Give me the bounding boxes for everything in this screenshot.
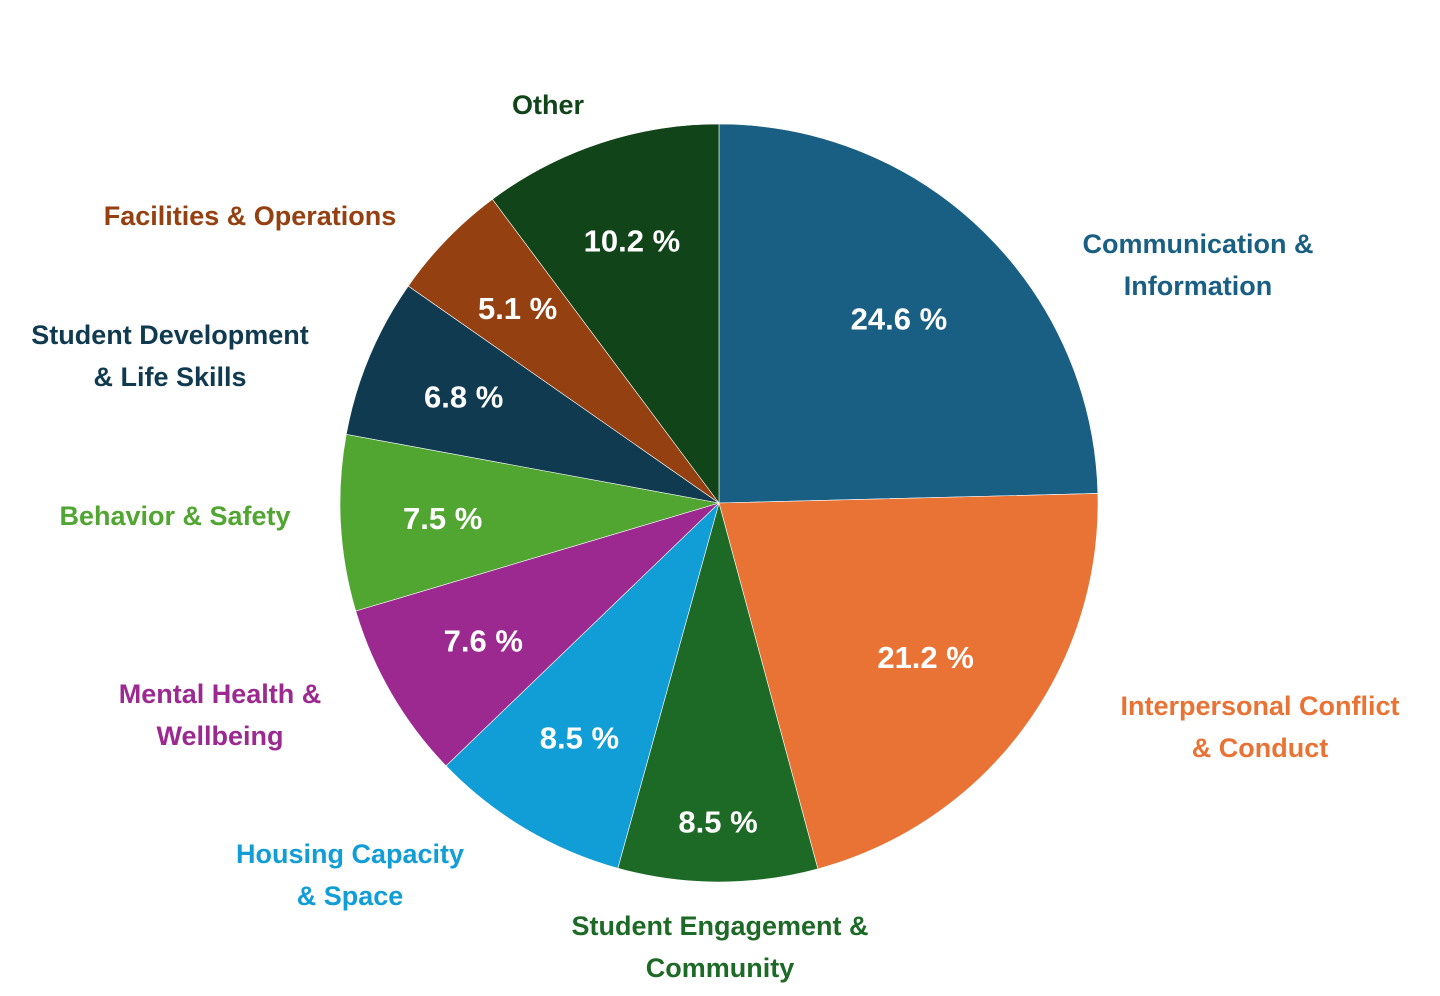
category-label-line: Facilities & Operations	[104, 201, 397, 231]
percent-label: 6.8 %	[424, 379, 503, 414]
category-label: Facilities & Operations	[104, 201, 397, 231]
category-label-line: Communication &	[1082, 229, 1313, 259]
category-label-line: Wellbeing	[156, 721, 283, 751]
category-label-line: Behavior & Safety	[59, 501, 290, 531]
pie-slice	[617, 501, 819, 883]
pie-slices	[339, 123, 1099, 883]
category-label: Behavior & Safety	[59, 501, 290, 531]
category-label-line: Information	[1124, 271, 1273, 301]
percent-label: 5.1 %	[478, 291, 557, 326]
percent-label: 10.2 %	[584, 223, 681, 258]
percent-label: 7.6 %	[444, 623, 523, 658]
pie-slice	[491, 123, 720, 504]
pie-slice	[355, 502, 720, 767]
category-label-line: Interpersonal Conflict	[1120, 691, 1399, 721]
category-label-line: & Conduct	[1192, 733, 1328, 763]
pie-slice	[718, 493, 1099, 870]
percent-label: 8.5 %	[540, 720, 619, 755]
category-label-line: Mental Health &	[119, 679, 322, 709]
category-label-line: & Life Skills	[93, 362, 246, 392]
percent-label: 7.5 %	[403, 501, 482, 536]
percent-label: 8.5 %	[678, 804, 757, 839]
category-label: Interpersonal Conflict & Conduct	[1120, 691, 1399, 763]
category-label: Mental Health & Wellbeing	[119, 679, 322, 751]
category-label: Housing Capacity & Space	[236, 839, 464, 911]
category-label: Communication & Information	[1082, 229, 1313, 301]
category-label: Student Engagement & Community	[571, 911, 868, 983]
category-label-line: Other	[512, 90, 585, 120]
pie-slice	[345, 285, 720, 504]
pie-slice	[445, 502, 720, 869]
category-label-line: Housing Capacity	[236, 839, 464, 869]
percent-label: 24.6 %	[851, 302, 948, 337]
percent-label: 21.2 %	[877, 640, 974, 675]
category-label: Other	[512, 90, 585, 120]
category-label-line: Student Development	[31, 320, 309, 350]
pie-slice	[339, 433, 720, 612]
percent-labels: 24.6 % 21.2 % 8.5 % 8.5 % 7.6 % 7.5 % 6.8 % 5.1…	[403, 223, 974, 839]
category-label: Student Development & Life Skills	[31, 320, 309, 392]
pie-slice	[718, 123, 1099, 504]
category-label-line: Community	[646, 953, 795, 983]
category-label-line: Student Engagement &	[571, 911, 868, 941]
category-label-line: & Space	[297, 881, 404, 911]
category-labels: Communication & Information Interpersonal …	[31, 90, 1399, 983]
